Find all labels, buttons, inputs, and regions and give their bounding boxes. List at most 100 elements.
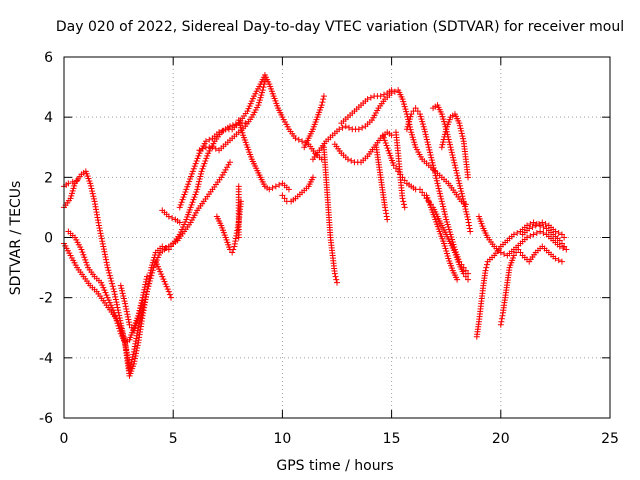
data-point [153,261,160,268]
y-tick-label: -6 [39,411,53,427]
data-point [423,133,430,140]
data-point [542,220,549,227]
data-point [555,229,562,236]
data-point [187,204,194,211]
data-point [452,164,459,171]
data-point [164,286,171,293]
data-point [426,149,433,156]
data-point [107,275,114,282]
data-point [400,101,407,108]
data-point [193,188,200,195]
data-point [439,113,446,120]
data-point [74,177,81,184]
data-point [199,145,206,152]
data-point [483,261,490,268]
data-point [334,279,340,286]
data-point [116,328,123,335]
data-point [87,180,94,187]
series-arc-28 [497,243,565,328]
data-point [90,195,97,202]
data-point [68,192,75,199]
data-point [65,180,72,187]
data-point [441,133,448,140]
data-point [560,245,567,252]
data-point [149,262,156,269]
data-point [97,230,104,237]
data-point [447,144,454,151]
data-point [460,198,467,205]
series-arc-03 [61,120,249,379]
data-point [446,226,453,233]
data-point [98,235,105,242]
data-point [385,147,392,154]
data-point [420,123,427,130]
data-point [131,355,138,362]
data-point [238,127,245,134]
data-point [332,273,339,280]
data-point [431,170,438,177]
data-point [269,184,276,191]
data-point [419,121,426,128]
data-point [465,216,472,223]
series-arc-15 [320,144,340,286]
data-point [113,299,120,306]
data-point [428,157,435,164]
data-point [168,243,175,250]
data-point [530,219,537,226]
data-point [458,188,465,195]
data-point [499,312,506,319]
data-point [256,97,263,104]
data-point [441,208,448,215]
data-point [89,190,96,197]
series-arc-07 [159,207,183,226]
data-point [235,234,242,241]
data-point [134,345,141,352]
data-point [136,310,143,317]
data-point [192,191,199,198]
data-point [232,121,239,128]
series-arc-27 [473,219,568,340]
data-point [98,279,105,286]
data-point [467,228,474,235]
data-point [497,321,504,328]
data-point [403,126,410,133]
data-point [124,311,131,318]
data-point [436,190,443,197]
data-point [456,122,463,129]
data-point [111,309,118,316]
data-point [101,287,108,294]
data-point [416,111,423,118]
data-point [202,138,209,145]
data-point [115,322,122,329]
y-axis-label: SDTVAR / TECUs [8,181,24,296]
data-point [182,188,189,195]
data-point [457,185,464,192]
data-point [116,325,123,332]
data-point [450,154,457,161]
data-point [122,303,129,310]
data-point [188,201,195,208]
data-point [186,178,193,185]
series-arc-16 [309,87,469,208]
data-point [427,151,434,158]
data-point [510,252,517,259]
data-point [465,270,472,277]
data-point [102,254,109,261]
data-point [462,206,469,213]
data-point [406,118,413,125]
data-point [219,127,226,134]
data-point [204,152,211,159]
data-point [408,129,415,136]
series-arc-14 [301,93,327,151]
data-point [200,163,207,170]
data-point [266,186,273,193]
data-point [440,116,447,123]
data-point [188,170,195,177]
data-point [498,315,505,322]
data-point [97,227,104,234]
data-point [203,155,210,162]
data-point [78,246,85,253]
data-point [131,358,138,365]
data-point [451,159,458,166]
data-point [319,99,326,106]
